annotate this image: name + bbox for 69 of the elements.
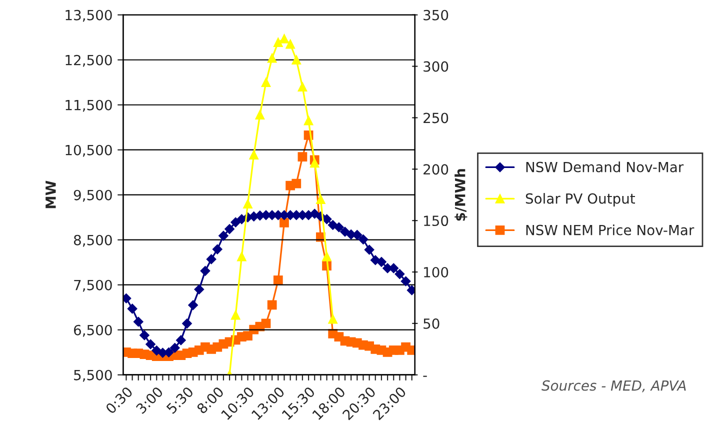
legend-label: NSW NEM Price Nov-Mar	[526, 224, 694, 236]
y2-tick-label: 150	[424, 216, 448, 226]
point	[400, 276, 411, 286]
point	[328, 314, 338, 324]
point	[298, 152, 308, 162]
point	[188, 300, 198, 310]
y2-tick-label: -	[423, 376, 427, 377]
point	[206, 254, 216, 264]
point	[200, 266, 210, 276]
y2-tick-label: 300	[424, 61, 448, 72]
point	[194, 284, 204, 294]
y-tick-label: 9,500	[74, 190, 112, 202]
y-tick-label: 8,500	[74, 234, 112, 247]
point	[230, 310, 240, 320]
point	[176, 335, 186, 346]
point	[146, 339, 156, 350]
point	[224, 224, 234, 234]
point	[267, 53, 277, 63]
point	[182, 318, 192, 328]
point	[376, 256, 386, 267]
y2-tick-label: 250	[424, 112, 448, 124]
y-tick-label: 13,500	[66, 10, 112, 22]
point	[322, 252, 332, 262]
point	[286, 39, 295, 49]
point	[237, 252, 246, 262]
source-note: Sources - MED, APVA	[542, 380, 686, 392]
y2-tick-label: 200	[424, 164, 448, 175]
y2-axis-title: $/MWh	[454, 169, 468, 221]
point	[140, 330, 150, 340]
y-tick-label: 5,500	[74, 370, 112, 382]
point	[267, 300, 277, 310]
point	[310, 208, 320, 219]
legend-label: Solar PV Output	[526, 193, 635, 206]
point	[352, 230, 362, 240]
point	[316, 194, 326, 204]
point	[230, 217, 241, 228]
point	[364, 244, 374, 255]
y-tick-label: 6,500	[74, 324, 112, 337]
point	[261, 318, 271, 328]
y2-tick-label: 100	[424, 266, 448, 278]
y2-tick-label: 50	[424, 318, 440, 329]
y-tick-label: 10,500	[66, 144, 112, 157]
legend-label: NSW Demand Nov-Mar	[526, 162, 684, 172]
point	[127, 304, 138, 314]
y-tick-label: 7,500	[74, 280, 112, 292]
point	[273, 276, 283, 285]
point	[394, 269, 405, 279]
point	[218, 230, 228, 241]
y-axis-title: MW	[46, 180, 56, 208]
point	[273, 38, 283, 48]
point	[358, 234, 368, 244]
point	[280, 34, 289, 44]
point	[334, 222, 344, 232]
point	[280, 218, 289, 228]
point	[292, 178, 302, 188]
point	[243, 199, 252, 209]
point	[212, 244, 222, 254]
point	[292, 55, 302, 65]
point	[249, 150, 259, 160]
point	[133, 316, 144, 327]
point	[298, 82, 308, 92]
point	[310, 158, 320, 168]
point	[261, 78, 271, 88]
point	[255, 110, 265, 120]
y2-tick-label: 350	[424, 10, 448, 20]
y-tick-label: 11,500	[66, 100, 112, 112]
y-tick-label: 12,500	[66, 54, 112, 67]
point	[304, 116, 314, 126]
point	[170, 342, 180, 353]
